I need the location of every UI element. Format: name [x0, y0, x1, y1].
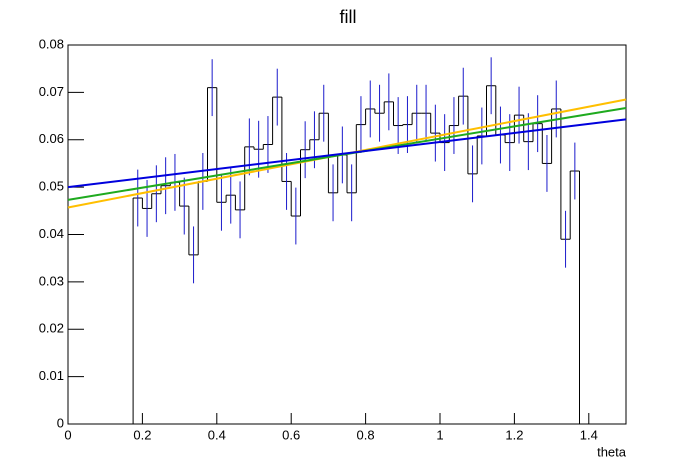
y-tick-label: 0.01 — [39, 368, 64, 383]
x-tick-label: 0.2 — [133, 427, 151, 442]
x-tick-label: 0.8 — [357, 427, 375, 442]
chart-title: fill — [340, 7, 357, 27]
x-tick-label: 0 — [64, 427, 71, 442]
y-tick-label: 0.08 — [39, 36, 64, 51]
fit-line — [67, 118, 627, 189]
x-tick-label: 0.4 — [208, 427, 226, 442]
x-tick-label: 0.6 — [282, 427, 300, 442]
y-tick-label: 0.06 — [39, 131, 64, 146]
y-tick-label: 0.02 — [39, 321, 64, 336]
x-tick-label: 1.4 — [580, 427, 598, 442]
x-tick-label: 1 — [436, 427, 443, 442]
y-tick-label: 0 — [57, 415, 64, 430]
y-tick-label: 0.05 — [39, 179, 64, 194]
frame — [67, 44, 627, 425]
y-tick-label: 0.04 — [39, 226, 64, 241]
y-tick-label: 0.03 — [39, 273, 64, 288]
x-tick-label: 1.2 — [505, 427, 523, 442]
x-axis-label: theta — [597, 444, 627, 459]
y-tick-label: 0.07 — [39, 84, 64, 99]
